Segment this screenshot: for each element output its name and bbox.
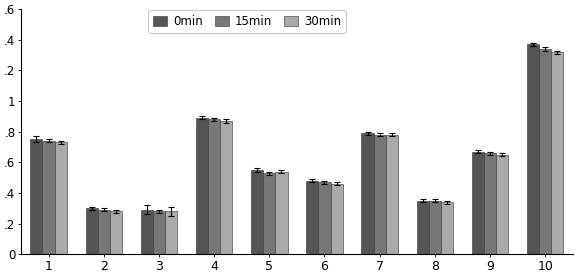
Bar bbox=[263, 173, 275, 254]
Bar bbox=[319, 182, 331, 254]
Bar bbox=[251, 170, 263, 254]
Legend: 0min, 15min, 30min: 0min, 15min, 30min bbox=[148, 10, 346, 33]
Bar bbox=[374, 135, 386, 254]
Bar bbox=[472, 152, 484, 254]
Bar bbox=[208, 119, 220, 254]
Bar bbox=[141, 210, 153, 254]
Bar bbox=[153, 211, 165, 254]
Bar bbox=[539, 49, 551, 254]
Bar bbox=[43, 141, 55, 254]
Bar bbox=[306, 181, 319, 254]
Bar bbox=[55, 142, 67, 254]
Bar bbox=[98, 210, 110, 254]
Bar bbox=[429, 201, 441, 254]
Bar bbox=[220, 121, 233, 254]
Bar bbox=[31, 139, 43, 254]
Bar bbox=[441, 202, 453, 254]
Bar bbox=[417, 201, 429, 254]
Bar bbox=[85, 208, 98, 254]
Bar bbox=[196, 118, 208, 254]
Bar bbox=[331, 184, 343, 254]
Bar bbox=[551, 52, 564, 254]
Bar bbox=[527, 44, 539, 254]
Bar bbox=[361, 133, 374, 254]
Bar bbox=[484, 153, 496, 254]
Bar bbox=[165, 211, 177, 254]
Bar bbox=[275, 171, 287, 254]
Bar bbox=[110, 211, 122, 254]
Bar bbox=[496, 155, 508, 254]
Bar bbox=[386, 135, 398, 254]
